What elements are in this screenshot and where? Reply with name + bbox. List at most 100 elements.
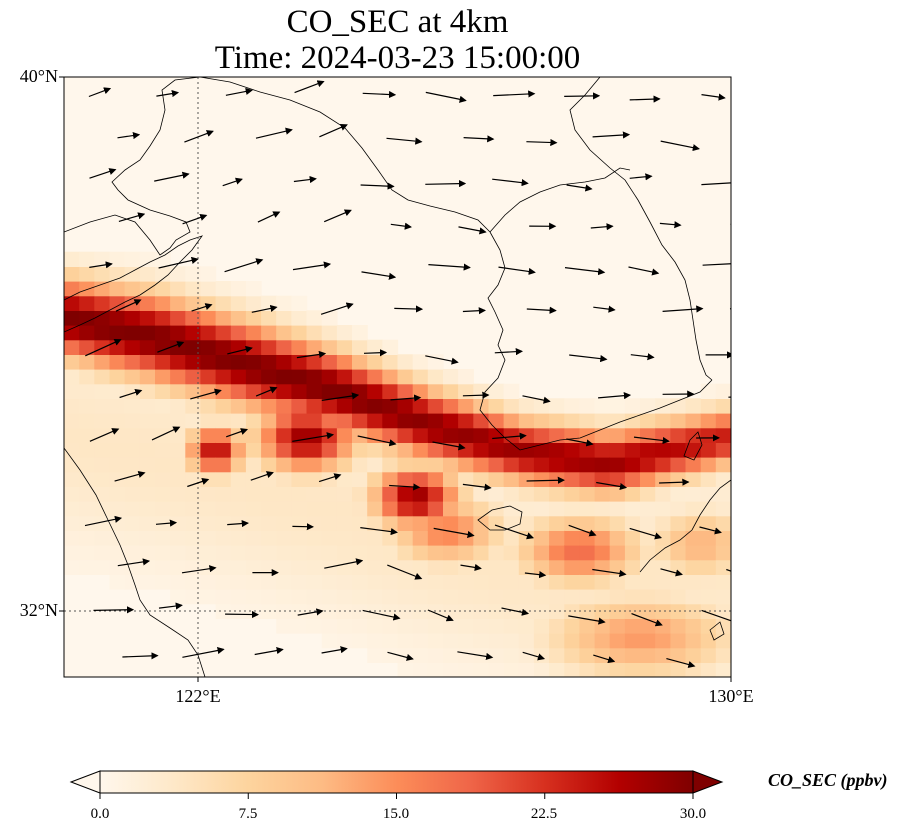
field-cell [518,662,535,677]
field-cell [685,633,702,649]
field-cell [700,427,717,443]
wind-arrow [122,652,159,660]
field-cell [261,369,277,385]
wind-arrow [526,476,565,484]
field-cell [564,530,581,546]
wind-arrow [357,435,397,447]
field-cell [336,486,353,502]
field-cell [518,413,535,429]
field-cell [640,427,656,443]
field-cell [79,471,95,487]
field-cell [215,574,232,590]
field-cell [230,471,247,487]
wind-arrow [629,173,653,181]
wind-arrow [158,602,183,610]
field-cell [503,442,520,458]
field-cell [124,398,141,414]
field-cell [473,545,490,561]
field-cell [321,545,338,561]
wind-arrow [702,263,731,266]
field-cell [64,369,80,385]
field-cell [200,413,217,429]
field-cell [412,369,429,385]
field-cell [79,559,95,575]
field-cell [200,295,217,311]
field-cell [488,647,505,663]
field-cell [655,574,671,590]
field-cell [367,559,383,575]
field-cell [352,427,368,443]
field-cell [579,471,596,487]
field-cell [655,603,671,619]
field-cell [276,354,292,370]
field-cell [609,530,626,546]
field-cell [276,486,292,502]
field-cell [685,603,702,619]
field-cell [367,618,383,634]
field-cell [155,471,171,487]
field-cell [382,383,399,399]
wind-arrow [522,395,551,404]
field-cell [367,515,383,531]
field-cell [109,398,126,414]
field-cell [533,662,550,677]
field-cell [64,383,80,399]
field-cell [533,545,550,561]
field-cell [488,442,505,458]
field-cell [170,486,186,502]
field-cell [503,559,520,575]
field-cell [458,589,474,605]
field-cell [139,339,156,355]
wind-arrow [564,267,606,276]
field-cell [518,574,535,590]
wind-arrow [629,95,661,103]
field-cell [473,413,490,429]
field-cell [200,354,217,370]
field-cell [564,574,581,590]
field-cell [215,295,232,311]
field-cell [579,662,596,677]
field-cell [170,354,186,370]
field-cell [700,457,717,473]
wind-arrow [593,654,616,664]
field-cell [564,662,581,677]
wind-arrow [701,609,731,625]
field-cell [367,486,383,502]
field-cell [155,545,171,561]
field-cell [715,442,731,458]
field-cell [458,574,474,590]
field-cell [579,457,596,473]
field-cell [427,574,444,590]
field-cell [503,383,520,399]
field-cell [185,486,202,502]
coastline-jeju [477,505,523,531]
wind-arrow [292,432,335,442]
field-cell [503,589,520,605]
field-cell [685,501,702,517]
field-cell [185,442,202,458]
field-cell [109,471,126,487]
field-cell [397,574,414,590]
field-cell [261,501,277,517]
field-cell [564,398,581,414]
field-cell [306,545,323,561]
field-cell [336,427,353,443]
field-cell [488,633,505,649]
field-cell [94,515,111,531]
field-cell [352,618,368,634]
field-cell [397,471,414,487]
field-cell [185,457,202,473]
field-cell [155,501,171,517]
field-cell [170,383,186,399]
field-cell [412,442,429,458]
field-cell [230,369,247,385]
wind-arrow [293,175,317,184]
field-cell [215,398,232,414]
field-cell [291,618,308,634]
field-cell [443,369,459,385]
field-cell [458,442,474,458]
wind-arrow [592,568,627,578]
field-cell [549,574,565,590]
wind-arrow [89,261,113,269]
field-cell [276,589,292,605]
